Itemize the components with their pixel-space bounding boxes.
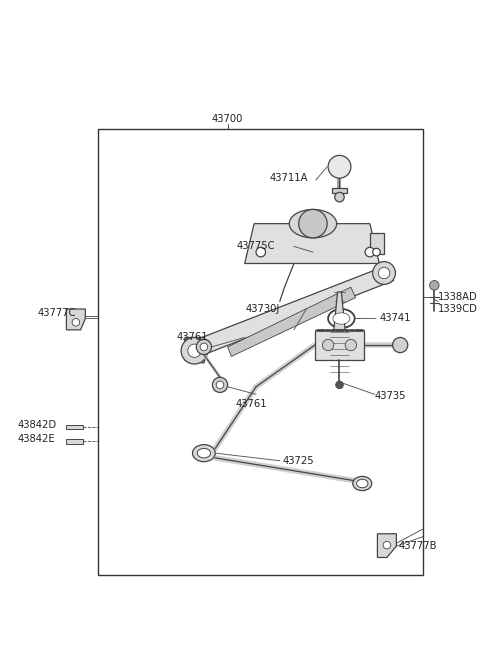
Polygon shape bbox=[185, 265, 394, 360]
Text: 43700: 43700 bbox=[212, 115, 243, 124]
Text: 1339CD: 1339CD bbox=[438, 304, 478, 314]
Bar bbox=[66, 439, 84, 443]
Text: 43741: 43741 bbox=[379, 314, 411, 324]
Text: 43842E: 43842E bbox=[17, 434, 55, 444]
Circle shape bbox=[323, 339, 334, 350]
Text: 43735: 43735 bbox=[374, 391, 406, 402]
Circle shape bbox=[378, 267, 390, 278]
Polygon shape bbox=[66, 309, 85, 330]
Ellipse shape bbox=[197, 449, 211, 458]
Circle shape bbox=[372, 261, 396, 284]
Bar bbox=[332, 187, 347, 193]
Ellipse shape bbox=[333, 313, 350, 324]
Circle shape bbox=[213, 377, 228, 392]
Text: 43777C: 43777C bbox=[38, 308, 76, 318]
Circle shape bbox=[72, 318, 80, 326]
Text: 43725: 43725 bbox=[283, 456, 314, 466]
Polygon shape bbox=[334, 292, 345, 330]
Circle shape bbox=[200, 343, 208, 350]
Circle shape bbox=[196, 339, 212, 354]
Polygon shape bbox=[185, 337, 209, 363]
Circle shape bbox=[256, 248, 265, 257]
Ellipse shape bbox=[289, 210, 336, 238]
Circle shape bbox=[328, 155, 351, 178]
Ellipse shape bbox=[353, 476, 372, 491]
Circle shape bbox=[188, 344, 201, 358]
Circle shape bbox=[181, 337, 208, 364]
Circle shape bbox=[216, 381, 224, 388]
Polygon shape bbox=[245, 223, 379, 263]
Text: 43777B: 43777B bbox=[398, 541, 437, 551]
Text: 43761: 43761 bbox=[235, 399, 267, 409]
Text: 43711A: 43711A bbox=[270, 173, 308, 183]
Bar bbox=[97, 129, 423, 574]
Circle shape bbox=[345, 339, 357, 350]
Text: 1338AD: 1338AD bbox=[438, 291, 478, 302]
Bar bbox=[315, 330, 364, 360]
Circle shape bbox=[299, 210, 327, 238]
Circle shape bbox=[430, 280, 439, 290]
Circle shape bbox=[372, 248, 380, 256]
Circle shape bbox=[393, 337, 408, 352]
Circle shape bbox=[365, 248, 374, 257]
Circle shape bbox=[335, 193, 344, 202]
Ellipse shape bbox=[357, 479, 368, 488]
Bar bbox=[370, 233, 384, 254]
Circle shape bbox=[383, 541, 391, 549]
Text: 43775C: 43775C bbox=[237, 242, 275, 252]
Polygon shape bbox=[377, 534, 396, 557]
Text: 43730J: 43730J bbox=[245, 304, 280, 314]
Polygon shape bbox=[228, 287, 356, 356]
Text: 43761: 43761 bbox=[177, 333, 209, 343]
Text: 43842D: 43842D bbox=[17, 420, 56, 430]
Ellipse shape bbox=[192, 445, 215, 462]
Circle shape bbox=[336, 381, 343, 388]
Ellipse shape bbox=[328, 309, 355, 328]
Bar bbox=[66, 424, 84, 430]
